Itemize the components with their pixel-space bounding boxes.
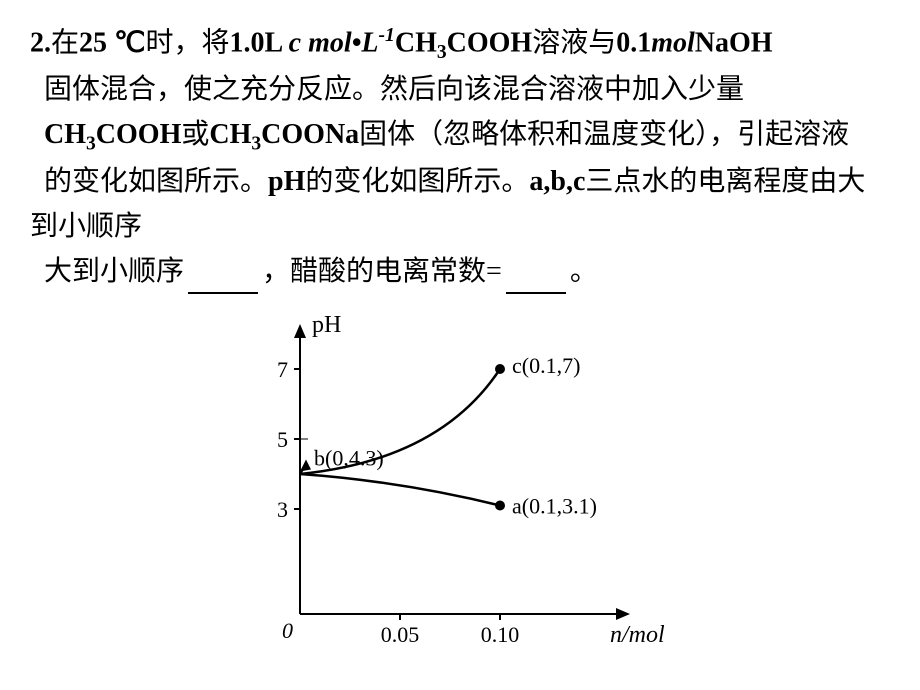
svg-text:0: 0 (282, 618, 293, 643)
problem-text: 2.在25 ℃时，将1.0L c mol•L-1CH3COOH溶液与0.1mol… (30, 20, 890, 294)
ph: pH (268, 166, 305, 197)
chart-container: 0 pH n/mol 3 5 7 0.05 0.10 a(0.1,3.1) c(0.1,7) b(0… (30, 304, 890, 684)
blank-1 (188, 266, 258, 294)
s3b: 3 (86, 134, 96, 155)
t8b: 大到小顺序 (44, 256, 184, 287)
s3a: 3 (437, 42, 447, 63)
cooh2: COOH (96, 119, 182, 150)
ph-chart: 0 pH n/mol 3 5 7 0.05 0.10 a(0.1,3.1) c(0.1,7) b(0… (230, 304, 690, 684)
svg-text:3: 3 (277, 497, 288, 522)
naoh: NaOH (695, 27, 773, 58)
t6: 固体（忽略体积和温度变化），引起溶液 (359, 119, 849, 150)
abc: a,b,c (529, 166, 585, 197)
svg-text:7: 7 (277, 357, 288, 382)
svg-text:0.10: 0.10 (481, 622, 520, 647)
t7b: 的变化如图所示。 (305, 166, 529, 197)
c-var: c (289, 27, 301, 58)
coona: COONa (261, 119, 359, 150)
svg-text:5: 5 (277, 427, 288, 452)
t10: 。 (570, 256, 598, 287)
t3: 溶液与 (532, 27, 616, 58)
t4: 固体混合，使之充分反应。然后向该混合溶液中加入少量 (44, 74, 744, 105)
unit: mol•L (301, 27, 378, 58)
t7: 的变化如图所示。 (44, 166, 268, 197)
svg-text:0.05: 0.05 (381, 622, 420, 647)
svg-text:n/mol: n/mol (610, 622, 665, 648)
mol-it: mol (651, 27, 695, 58)
t5: 或 (181, 119, 209, 150)
temp: 25 ℃ (79, 27, 145, 58)
ch: CH (395, 27, 437, 58)
cooh: COOH (447, 27, 533, 58)
t2: 时，将 (145, 27, 229, 58)
ch2: CH (44, 119, 86, 150)
unit-sup: -1 (379, 25, 395, 46)
svg-text:a(0.1,3.1): a(0.1,3.1) (512, 494, 597, 519)
svg-text:c(0.1,7): c(0.1,7) (512, 353, 580, 378)
t1: 在 (51, 27, 79, 58)
svg-text:b(0,4.3): b(0,4.3) (314, 446, 384, 471)
s3c: 3 (251, 134, 261, 155)
vol: 1.0L (229, 27, 281, 58)
ch3: CH (209, 119, 251, 150)
problem-number: 2. (30, 27, 51, 58)
blank-2 (506, 266, 566, 294)
svg-text:pH: pH (312, 312, 341, 338)
amt: 0.1 (616, 27, 651, 58)
t9: ，醋酸的电离常数= (262, 256, 502, 287)
